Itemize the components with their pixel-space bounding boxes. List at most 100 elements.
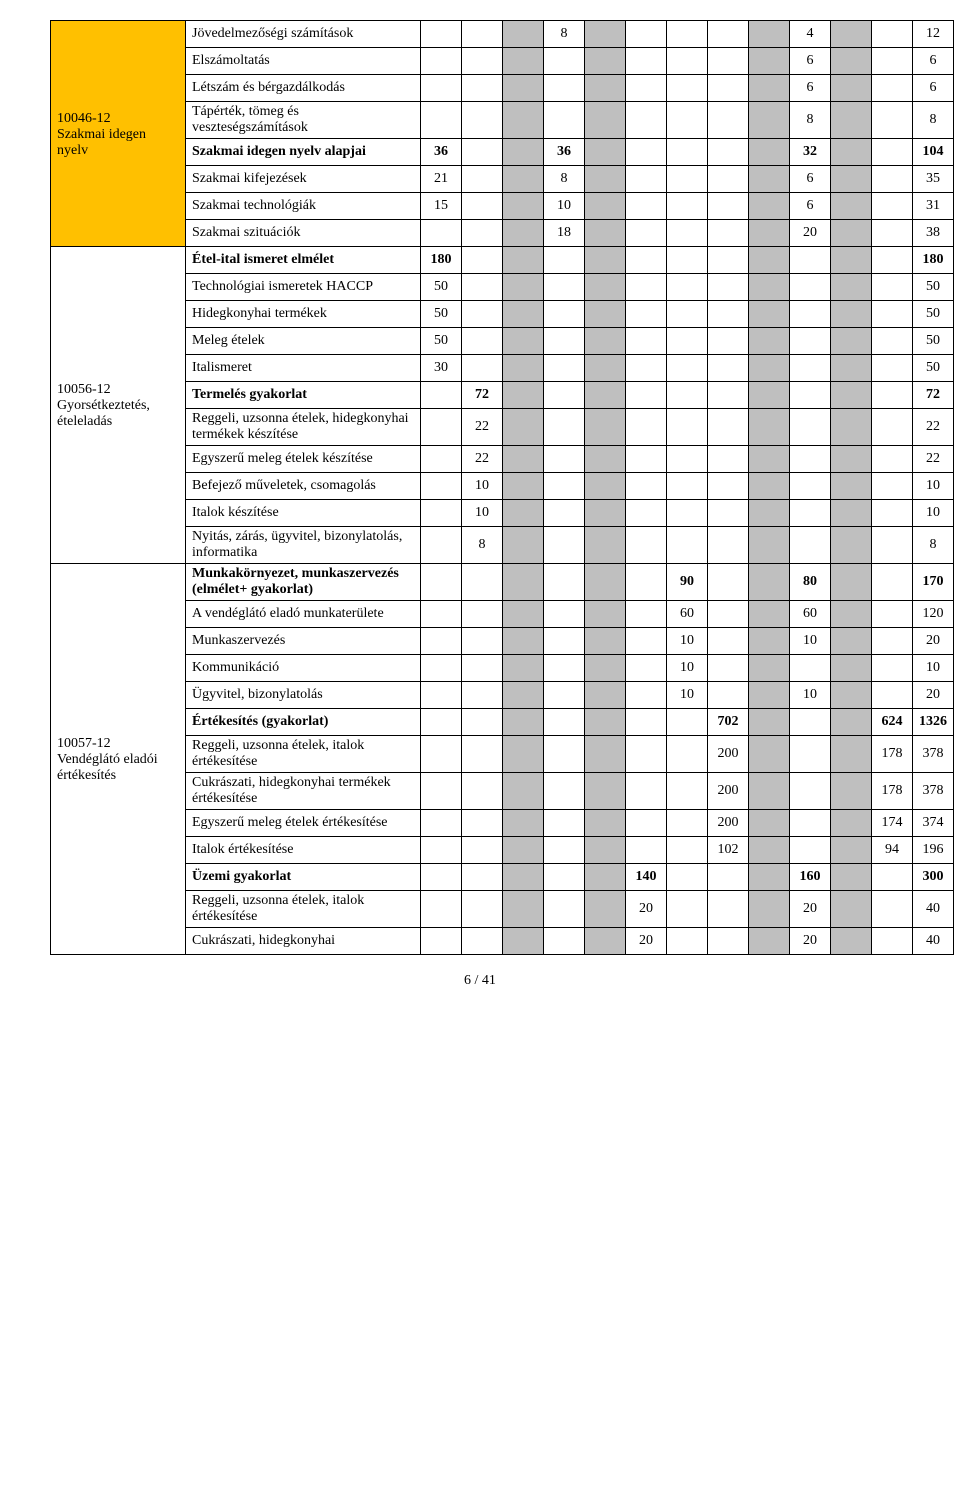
- value-cell: 6: [913, 75, 954, 102]
- value-cell: [544, 446, 585, 473]
- value-cell: [667, 891, 708, 928]
- value-cell: [831, 527, 872, 564]
- value-cell: [708, 628, 749, 655]
- value-cell: [790, 409, 831, 446]
- value-cell: 178: [872, 736, 913, 773]
- value-cell: [421, 628, 462, 655]
- value-cell: 10: [462, 500, 503, 527]
- value-cell: [831, 409, 872, 446]
- value-cell: 300: [913, 864, 954, 891]
- page-footer: 6 / 41: [50, 973, 910, 989]
- value-cell: [421, 655, 462, 682]
- value-cell: [667, 166, 708, 193]
- table-row: Cukrászati, hidegkonyhai202040: [51, 928, 954, 955]
- value-cell: [708, 328, 749, 355]
- value-cell: [831, 601, 872, 628]
- value-cell: 6: [790, 166, 831, 193]
- value-cell: [749, 75, 790, 102]
- value-cell: [667, 810, 708, 837]
- value-cell: [421, 709, 462, 736]
- value-cell: [626, 102, 667, 139]
- value-cell: [462, 628, 503, 655]
- value-cell: [626, 628, 667, 655]
- value-cell: 50: [421, 274, 462, 301]
- value-cell: [585, 274, 626, 301]
- value-cell: 50: [913, 301, 954, 328]
- value-cell: 50: [421, 328, 462, 355]
- value-cell: [708, 864, 749, 891]
- value-cell: [790, 655, 831, 682]
- value-cell: [544, 355, 585, 382]
- value-cell: [667, 773, 708, 810]
- value-cell: [421, 382, 462, 409]
- value-cell: [749, 601, 790, 628]
- value-cell: [667, 328, 708, 355]
- value-cell: [831, 655, 872, 682]
- value-cell: [421, 75, 462, 102]
- value-cell: [708, 301, 749, 328]
- value-cell: [667, 837, 708, 864]
- value-cell: [790, 473, 831, 500]
- value-cell: [831, 220, 872, 247]
- value-cell: [667, 21, 708, 48]
- row-label: Jövedelmezőségi számítások: [186, 21, 421, 48]
- value-cell: [626, 166, 667, 193]
- row-label: Létszám és bérgazdálkodás: [186, 75, 421, 102]
- value-cell: [831, 21, 872, 48]
- value-cell: [503, 655, 544, 682]
- value-cell: [667, 928, 708, 955]
- value-cell: [872, 628, 913, 655]
- table-row: 10046-12Szakmai idegennyelvJövedelmezősé…: [51, 21, 954, 48]
- table-row: Italismeret3050: [51, 355, 954, 382]
- value-cell: [831, 709, 872, 736]
- value-cell: [503, 837, 544, 864]
- value-cell: [544, 301, 585, 328]
- value-cell: 20: [913, 628, 954, 655]
- table-row: Cukrászati, hidegkonyhai termékek értéke…: [51, 773, 954, 810]
- value-cell: 8: [913, 527, 954, 564]
- value-cell: [503, 247, 544, 274]
- value-cell: [503, 736, 544, 773]
- value-cell: [421, 837, 462, 864]
- value-cell: 702: [708, 709, 749, 736]
- value-cell: [585, 301, 626, 328]
- value-cell: [503, 328, 544, 355]
- value-cell: [585, 601, 626, 628]
- value-cell: [585, 21, 626, 48]
- row-label: Munkakörnyezet, munkaszervezés (elmélet+…: [186, 564, 421, 601]
- value-cell: 22: [913, 409, 954, 446]
- value-cell: [503, 473, 544, 500]
- value-cell: 374: [913, 810, 954, 837]
- value-cell: 6: [790, 193, 831, 220]
- value-cell: [831, 736, 872, 773]
- row-label: Befejező műveletek, csomagolás: [186, 473, 421, 500]
- value-cell: [544, 810, 585, 837]
- value-cell: 8: [913, 102, 954, 139]
- value-cell: [503, 628, 544, 655]
- value-cell: [667, 193, 708, 220]
- value-cell: [544, 628, 585, 655]
- value-cell: [708, 655, 749, 682]
- row-label: Szakmai szituációk: [186, 220, 421, 247]
- value-cell: [749, 355, 790, 382]
- row-label: Reggeli, uzsonna ételek, hidegkonyhai te…: [186, 409, 421, 446]
- value-cell: [667, 139, 708, 166]
- value-cell: [503, 864, 544, 891]
- value-cell: [667, 102, 708, 139]
- value-cell: [421, 810, 462, 837]
- value-cell: [503, 48, 544, 75]
- value-cell: [831, 355, 872, 382]
- value-cell: 31: [913, 193, 954, 220]
- value-cell: [421, 21, 462, 48]
- value-cell: [708, 139, 749, 166]
- value-cell: [708, 75, 749, 102]
- value-cell: [831, 139, 872, 166]
- value-cell: [544, 773, 585, 810]
- value-cell: [462, 601, 503, 628]
- value-cell: [790, 709, 831, 736]
- value-cell: [831, 864, 872, 891]
- value-cell: [421, 601, 462, 628]
- value-cell: [831, 328, 872, 355]
- value-cell: [790, 500, 831, 527]
- value-cell: [667, 446, 708, 473]
